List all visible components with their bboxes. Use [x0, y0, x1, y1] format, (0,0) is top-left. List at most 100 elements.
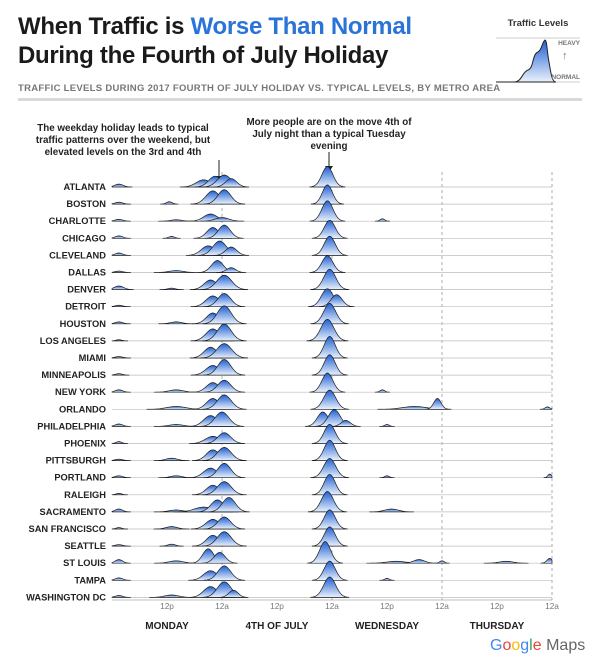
city-row: SEATTLE — [64, 526, 552, 551]
traffic-peak — [159, 543, 184, 547]
google-maps-logo: Google Maps — [490, 637, 585, 655]
city-row: DENVER — [67, 268, 552, 295]
brand-letter: o — [511, 637, 521, 654]
traffic-peak — [311, 439, 348, 461]
header-divider — [18, 98, 582, 101]
city-row: BOSTON — [66, 184, 552, 209]
traffic-peak — [201, 552, 238, 564]
brand-letter: g — [520, 637, 530, 654]
city-label: HOUSTON — [60, 319, 107, 329]
traffic-peak — [311, 235, 348, 256]
traffic-peak — [201, 481, 247, 496]
traffic-peak — [201, 323, 247, 342]
up-arrow-icon: ↑ — [562, 50, 568, 62]
city-label: BOSTON — [66, 199, 106, 209]
traffic-peak — [160, 201, 179, 205]
city-row: WASHINGTON DC — [26, 576, 552, 602]
city-label: PHOENIX — [64, 439, 107, 449]
traffic-peak — [311, 474, 348, 496]
x-tick-label: 12p — [270, 601, 284, 611]
traffic-peak — [111, 373, 130, 376]
traffic-peak — [374, 389, 391, 393]
brand-maps: Maps — [546, 637, 586, 654]
traffic-peak — [111, 475, 131, 479]
traffic-peak — [111, 218, 131, 222]
traffic-peak — [111, 183, 133, 188]
traffic-peak — [199, 411, 245, 427]
traffic-peak — [203, 189, 246, 205]
city-row: PHILADELPHIA — [37, 409, 552, 431]
traffic-peak — [201, 305, 247, 325]
city-label: DALLAS — [68, 268, 106, 278]
legend-heavy-label: HEAVY — [558, 40, 580, 47]
x-tick-label: 12a — [325, 601, 339, 611]
subtitle: TRAFFIC LEVELS DURING 2017 FOURTH OF JUL… — [18, 83, 501, 94]
city-label: LOS ANGELES — [40, 336, 106, 346]
traffic-peak — [111, 201, 131, 205]
traffic-peak — [401, 559, 438, 564]
city-row: TAMPA — [74, 560, 552, 585]
city-label: DENVER — [67, 285, 106, 295]
city-row: LOS ANGELES — [40, 318, 552, 346]
traffic-peak — [539, 406, 553, 410]
traffic-peak — [203, 462, 246, 479]
traffic-peak — [309, 166, 346, 188]
day-label: 4TH OF JULY — [246, 621, 309, 632]
traffic-peak — [310, 458, 350, 479]
traffic-peak — [374, 218, 391, 222]
city-row: MINNEAPOLIS — [41, 354, 552, 380]
traffic-peak — [311, 336, 348, 359]
traffic-peak — [111, 285, 134, 290]
city-row: PHOENIX — [64, 423, 552, 449]
traffic-peak — [330, 420, 361, 427]
traffic-peak — [483, 560, 529, 564]
traffic-peak — [111, 423, 131, 427]
traffic-peak — [111, 321, 131, 325]
city-label: DETROIT — [65, 302, 106, 312]
legend-title: Traffic Levels — [507, 18, 569, 29]
traffic-peak — [111, 252, 131, 256]
traffic-peak — [311, 509, 348, 530]
traffic-peak — [379, 424, 395, 427]
traffic-peak — [153, 389, 199, 393]
city-row: CHICAGO — [62, 219, 552, 243]
city-label: SEATTLE — [64, 541, 106, 551]
traffic-peak — [158, 321, 195, 325]
city-label: NEW YORK — [55, 387, 106, 397]
city-row: NEW YORK — [55, 372, 552, 397]
traffic-peak — [310, 184, 344, 205]
traffic-peak — [307, 541, 344, 564]
traffic-peak — [216, 267, 247, 273]
traffic-peak — [425, 398, 450, 410]
traffic-peak — [111, 441, 129, 444]
traffic-peak — [111, 527, 129, 530]
legend-normal-label: NORMAL — [551, 74, 580, 81]
city-row: RALEIGH — [64, 474, 552, 500]
city-row: SACRAMENTO — [40, 491, 552, 517]
x-tick-label: 12a — [545, 601, 559, 611]
traffic-peak — [162, 236, 181, 239]
traffic-peak — [218, 589, 249, 598]
traffic-peak — [543, 473, 553, 479]
city-label: PITTSBURGH — [46, 456, 107, 466]
brand-letter: G — [490, 637, 503, 654]
traffic-peak — [111, 559, 131, 564]
traffic-peak — [310, 268, 350, 290]
traffic-peak — [111, 235, 131, 239]
traffic-peak — [111, 595, 131, 598]
traffic-peak — [149, 594, 194, 598]
traffic-peak — [309, 372, 346, 393]
traffic-peak — [111, 577, 131, 581]
traffic-peak — [309, 255, 346, 273]
city-label: SAN FRANCISCO — [29, 524, 106, 534]
traffic-peak — [379, 578, 395, 581]
traffic-peak — [311, 423, 348, 444]
city-label: RALEIGH — [64, 490, 106, 500]
city-row: HOUSTON — [60, 303, 552, 329]
traffic-peak — [203, 293, 246, 308]
city-row: ORLANDO — [59, 389, 553, 414]
legend-curve — [496, 37, 580, 83]
traffic-peak — [111, 389, 131, 393]
city-row: SAN FRANCISCO — [29, 509, 552, 534]
